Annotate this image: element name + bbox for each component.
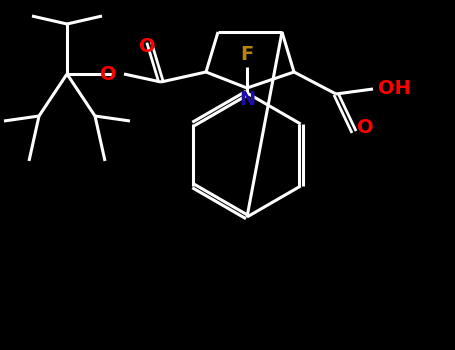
Text: O: O bbox=[101, 64, 117, 84]
Text: OH: OH bbox=[378, 79, 411, 98]
Text: O: O bbox=[357, 118, 374, 137]
Text: F: F bbox=[240, 45, 253, 64]
Text: N: N bbox=[239, 90, 255, 109]
Text: O: O bbox=[139, 37, 155, 56]
